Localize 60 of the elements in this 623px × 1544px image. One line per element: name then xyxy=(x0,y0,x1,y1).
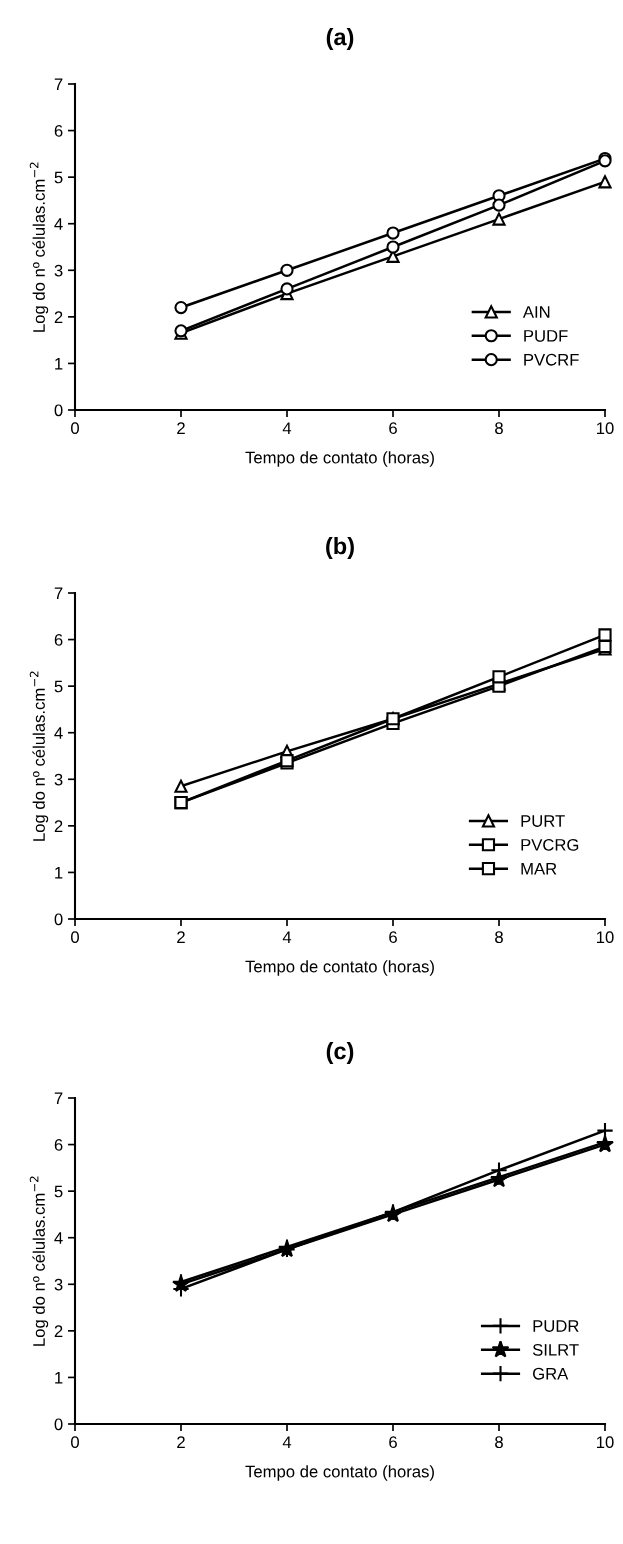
y-tick-label: 6 xyxy=(54,124,63,137)
x-tick-label: 4 xyxy=(282,931,292,943)
y-tick-label: 4 xyxy=(54,727,63,739)
x-axis-title: Tempo de contato (horas) xyxy=(245,451,434,467)
legend-label: PURT xyxy=(521,815,565,827)
x-tick-label: 2 xyxy=(177,422,185,434)
y-tick-label: 4 xyxy=(54,218,63,230)
y-tick-label: 1 xyxy=(55,867,63,879)
y-axis-title: Log do nº células.cm$^{−2}$ xyxy=(29,162,49,332)
x-tick-label: 2 xyxy=(177,931,185,943)
y-tick-label: 4 xyxy=(54,1232,63,1244)
legend-label: AIN xyxy=(522,306,550,318)
x-tick-label: 0 xyxy=(71,422,79,435)
y-tick-label: 7 xyxy=(54,587,63,600)
legend-label: SILRT xyxy=(532,1343,579,1356)
y-tick-label: 3 xyxy=(54,264,63,277)
x-tick-label: 0 xyxy=(71,1436,79,1449)
x-axis-title: Tempo de contato (horas) xyxy=(245,960,434,976)
y-tick-label: 0 xyxy=(54,404,63,417)
x-tick-label: 0 xyxy=(71,931,79,944)
y-tick-label: 2 xyxy=(54,311,63,323)
x-tick-label: 6 xyxy=(389,1436,397,1449)
y-tick-label: 7 xyxy=(54,1092,63,1105)
chart-title: (a) xyxy=(326,28,354,51)
y-tick-label: 0 xyxy=(54,913,63,926)
legend-label: MAR xyxy=(521,863,557,875)
chart-title: (b) xyxy=(326,537,354,560)
y-tick-label: 0 xyxy=(54,1418,63,1431)
y-tick-label: 6 xyxy=(54,1138,63,1151)
y-tick-label: 1 xyxy=(55,358,63,370)
y-tick-label: 3 xyxy=(54,1278,63,1291)
x-tick-label: 2 xyxy=(177,1436,185,1448)
x-tick-label: 6 xyxy=(389,931,397,944)
y-tick-label: 7 xyxy=(54,78,63,91)
legend-label: PVCRF xyxy=(524,353,579,366)
legend-label: PUDR xyxy=(533,1320,579,1332)
x-tick-label: 4 xyxy=(282,422,292,434)
x-tick-label: 10 xyxy=(597,422,614,435)
chart-title: (c) xyxy=(326,1042,354,1065)
y-tick-label: 5 xyxy=(54,171,63,184)
x-tick-label: 8 xyxy=(495,422,503,435)
y-axis-title: Log do nº células.cm$^{−2}$ xyxy=(29,1176,49,1346)
legend-label: PUDF xyxy=(524,330,568,342)
y-tick-label: 1 xyxy=(55,1372,63,1384)
y-tick-label: 6 xyxy=(54,633,63,646)
x-tick-label: 8 xyxy=(495,931,503,944)
y-tick-label: 2 xyxy=(54,1325,63,1337)
y-tick-label: 5 xyxy=(54,680,63,693)
x-tick-label: 10 xyxy=(597,1436,614,1449)
x-axis-title: Tempo de contato (horas) xyxy=(245,1465,434,1481)
x-tick-label: 10 xyxy=(597,931,614,944)
legend-label: GRA xyxy=(533,1367,569,1380)
y-axis-title: Log do nº células.cm$^{−2}$ xyxy=(29,671,49,841)
legend-label: PVCRG xyxy=(521,838,579,851)
x-tick-label: 4 xyxy=(282,1436,292,1448)
x-tick-label: 8 xyxy=(495,1436,503,1449)
x-tick-label: 6 xyxy=(389,422,397,435)
y-tick-label: 3 xyxy=(54,773,63,786)
y-tick-label: 5 xyxy=(54,1185,63,1198)
y-tick-label: 2 xyxy=(54,820,63,832)
